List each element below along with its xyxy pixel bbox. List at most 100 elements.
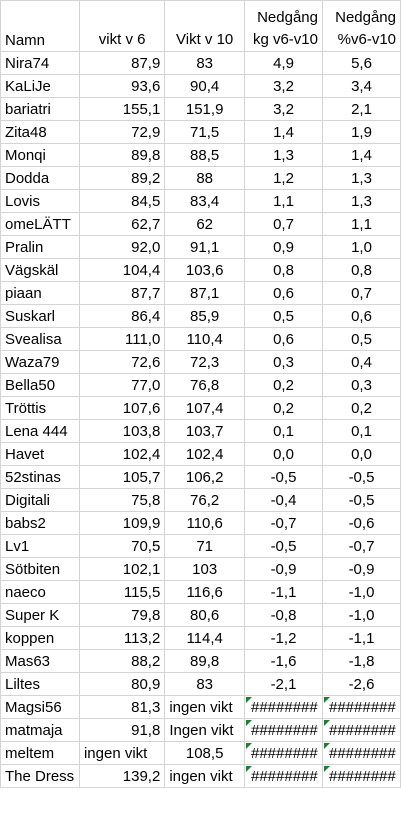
- cell-w6[interactable]: 113,2: [78, 626, 166, 650]
- cell-w6[interactable]: 111,0: [78, 327, 166, 351]
- cell-name[interactable]: Vägskäl: [0, 258, 80, 282]
- cell-kg[interactable]: 3,2: [244, 74, 323, 98]
- cell-kg[interactable]: 0,2: [244, 373, 323, 397]
- cell-w6[interactable]: 107,6: [78, 396, 166, 420]
- cell-kg[interactable]: -0,7: [244, 511, 323, 535]
- cell-kg-error[interactable]: ########: [244, 764, 323, 788]
- cell-pct[interactable]: 0,5: [321, 327, 401, 351]
- cell-pct[interactable]: 0,1: [321, 419, 401, 443]
- cell-w10[interactable]: 83: [164, 672, 245, 696]
- cell-name[interactable]: koppen: [0, 626, 80, 650]
- cell-w10[interactable]: 88,5: [164, 143, 245, 167]
- cell-pct[interactable]: 0,4: [321, 350, 401, 374]
- cell-pct[interactable]: 3,4: [321, 74, 401, 98]
- cell-w6[interactable]: 92,0: [78, 235, 166, 259]
- cell-pct[interactable]: -1,0: [321, 580, 401, 604]
- cell-w6[interactable]: 80,9: [78, 672, 166, 696]
- cell-name[interactable]: piaan: [0, 281, 80, 305]
- cell-kg[interactable]: 1,1: [244, 189, 323, 213]
- cell-name[interactable]: Waza79: [0, 350, 80, 374]
- cell-w10[interactable]: 151,9: [164, 97, 245, 121]
- cell-kg[interactable]: 0,7: [244, 212, 323, 236]
- cell-kg[interactable]: -2,1: [244, 672, 323, 696]
- cell-w6[interactable]: 75,8: [78, 488, 166, 512]
- cell-name[interactable]: Svealisa: [0, 327, 80, 351]
- cell-w10[interactable]: 103,7: [164, 419, 245, 443]
- cell-name[interactable]: 52stinas: [0, 465, 80, 489]
- cell-w6[interactable]: 86,4: [78, 304, 166, 328]
- cell-kg[interactable]: 1,3: [244, 143, 323, 167]
- cell-w10[interactable]: 71,5: [164, 120, 245, 144]
- cell-pct[interactable]: 5,6: [321, 51, 401, 75]
- cell-w6[interactable]: 89,2: [78, 166, 166, 190]
- cell-name[interactable]: Mas63: [0, 649, 80, 673]
- cell-w6[interactable]: 87,9: [78, 51, 166, 75]
- cell-pct[interactable]: -0,5: [321, 488, 401, 512]
- cell-kg[interactable]: 1,4: [244, 120, 323, 144]
- cell-w10[interactable]: 83: [164, 51, 245, 75]
- cell-w10[interactable]: 107,4: [164, 396, 245, 420]
- cell-w6[interactable]: 102,4: [78, 442, 166, 466]
- header-pct[interactable]: Nedgång %v6-v10: [321, 0, 401, 52]
- cell-pct[interactable]: -1,1: [321, 626, 401, 650]
- cell-kg[interactable]: -0,5: [244, 534, 323, 558]
- cell-name[interactable]: The Dress: [0, 764, 80, 788]
- cell-w6[interactable]: 102,1: [78, 557, 166, 581]
- cell-name[interactable]: Nira74: [0, 51, 80, 75]
- cell-w10[interactable]: 87,1: [164, 281, 245, 305]
- cell-pct[interactable]: -1,0: [321, 603, 401, 627]
- cell-name[interactable]: Digitali: [0, 488, 80, 512]
- cell-w6[interactable]: 91,8: [78, 718, 166, 742]
- cell-w10[interactable]: 72,3: [164, 350, 245, 374]
- cell-name[interactable]: Havet: [0, 442, 80, 466]
- cell-w10[interactable]: 103,6: [164, 258, 245, 282]
- cell-pct[interactable]: -0,5: [321, 465, 401, 489]
- cell-w10[interactable]: 71: [164, 534, 245, 558]
- cell-w10[interactable]: 106,2: [164, 465, 245, 489]
- cell-kg[interactable]: 4,9: [244, 51, 323, 75]
- cell-kg[interactable]: 0,6: [244, 281, 323, 305]
- cell-kg[interactable]: 0,9: [244, 235, 323, 259]
- cell-w6[interactable]: 70,5: [78, 534, 166, 558]
- cell-w10[interactable]: 88: [164, 166, 245, 190]
- cell-name[interactable]: bariatri: [0, 97, 80, 121]
- cell-w6[interactable]: 72,9: [78, 120, 166, 144]
- cell-w10[interactable]: 91,1: [164, 235, 245, 259]
- header-w10[interactable]: Vikt v 10: [164, 0, 245, 52]
- cell-w10[interactable]: ingen vikt: [164, 764, 245, 788]
- cell-name[interactable]: Dodda: [0, 166, 80, 190]
- cell-kg[interactable]: -1,6: [244, 649, 323, 673]
- cell-name[interactable]: meltem: [0, 741, 80, 765]
- cell-kg[interactable]: -0,9: [244, 557, 323, 581]
- cell-pct[interactable]: 0,0: [321, 442, 401, 466]
- cell-name[interactable]: Magsi56: [0, 695, 80, 719]
- cell-kg[interactable]: -1,1: [244, 580, 323, 604]
- cell-pct[interactable]: -0,7: [321, 534, 401, 558]
- cell-name[interactable]: Suskarl: [0, 304, 80, 328]
- cell-name[interactable]: Pralin: [0, 235, 80, 259]
- cell-kg[interactable]: 0,8: [244, 258, 323, 282]
- cell-kg[interactable]: 0,5: [244, 304, 323, 328]
- cell-name[interactable]: Bella50: [0, 373, 80, 397]
- cell-w6[interactable]: ingen vikt: [78, 741, 166, 765]
- cell-name[interactable]: matmaja: [0, 718, 80, 742]
- cell-w6[interactable]: 89,8: [78, 143, 166, 167]
- cell-w6[interactable]: 88,2: [78, 649, 166, 673]
- cell-kg[interactable]: -0,5: [244, 465, 323, 489]
- cell-w10[interactable]: 103: [164, 557, 245, 581]
- cell-w10[interactable]: ingen vikt: [164, 695, 245, 719]
- cell-kg-error[interactable]: ########: [244, 695, 323, 719]
- cell-w10[interactable]: Ingen vikt: [164, 718, 245, 742]
- cell-kg[interactable]: -0,8: [244, 603, 323, 627]
- cell-kg[interactable]: 0,6: [244, 327, 323, 351]
- cell-w10[interactable]: 80,6: [164, 603, 245, 627]
- cell-pct[interactable]: -0,9: [321, 557, 401, 581]
- cell-name[interactable]: Tröttis: [0, 396, 80, 420]
- cell-w10[interactable]: 85,9: [164, 304, 245, 328]
- cell-kg[interactable]: 0,2: [244, 396, 323, 420]
- cell-name[interactable]: Liltes: [0, 672, 80, 696]
- cell-pct[interactable]: 1,0: [321, 235, 401, 259]
- cell-w10[interactable]: 76,2: [164, 488, 245, 512]
- cell-pct[interactable]: 1,4: [321, 143, 401, 167]
- cell-kg[interactable]: 3,2: [244, 97, 323, 121]
